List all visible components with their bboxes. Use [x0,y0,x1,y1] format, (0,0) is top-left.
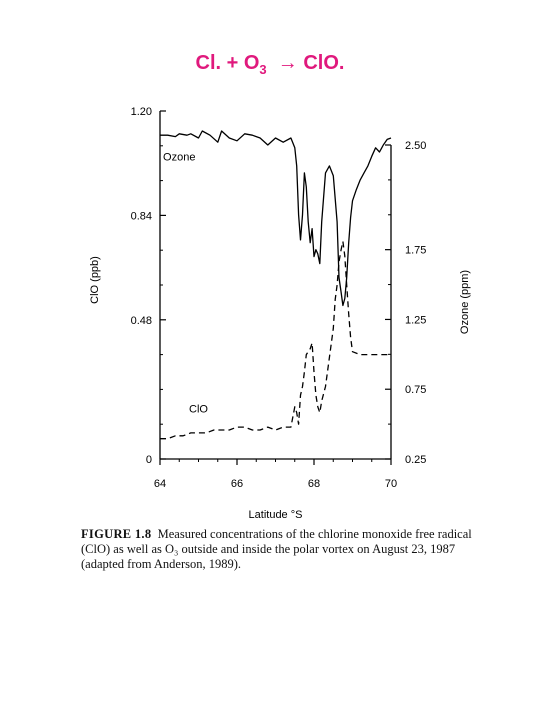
left-tick-label: 0 [146,454,152,466]
left-tick-label: 0.84 [131,210,152,222]
right-axis-label: Ozone (ppm) [459,270,471,334]
x-tick-label: 64 [154,478,166,490]
right-tick-label: 1.25 [405,314,426,326]
x-tick-label: 66 [231,478,243,490]
annotation-ozone: Ozone [163,151,195,163]
left-tick-label: 1.20 [131,106,152,118]
equation-arrow: → [277,52,298,74]
right-tick-label: 1.75 [405,245,426,257]
x-tick-label: 68 [308,478,320,490]
figure-label: FIGURE 1.8 [81,527,152,541]
series-line-ozone [160,130,392,307]
right-tick-label: 0.75 [405,384,426,396]
x-axis-label: Latitude °S [249,509,303,520]
annotation-clo: ClO [189,404,208,416]
caption-text: Measured concentrations of the chlorine … [81,527,472,571]
reaction-equation: Cl. + O3 → ClO. [0,52,540,77]
figure-caption: FIGURE 1.8 Measured concentrations of th… [81,527,481,572]
chart: 64 66 68 70 0 0.48 0.84 1.20 0.25 0.75 1.25 1.75 2.5… [89,106,471,520]
equation-reactants: Cl. + O [195,52,260,74]
x-tick-label: 70 [385,478,397,490]
right-tick-label: 2.50 [405,140,426,152]
right-tick-label: 0.25 [405,454,426,466]
equation-product: ClO. [303,52,345,74]
left-axis-label: ClO (ppb) [89,256,101,304]
left-tick-label: 0.48 [131,315,152,327]
series-line-clo [160,240,391,440]
equation-subscript: 3 [259,62,267,77]
